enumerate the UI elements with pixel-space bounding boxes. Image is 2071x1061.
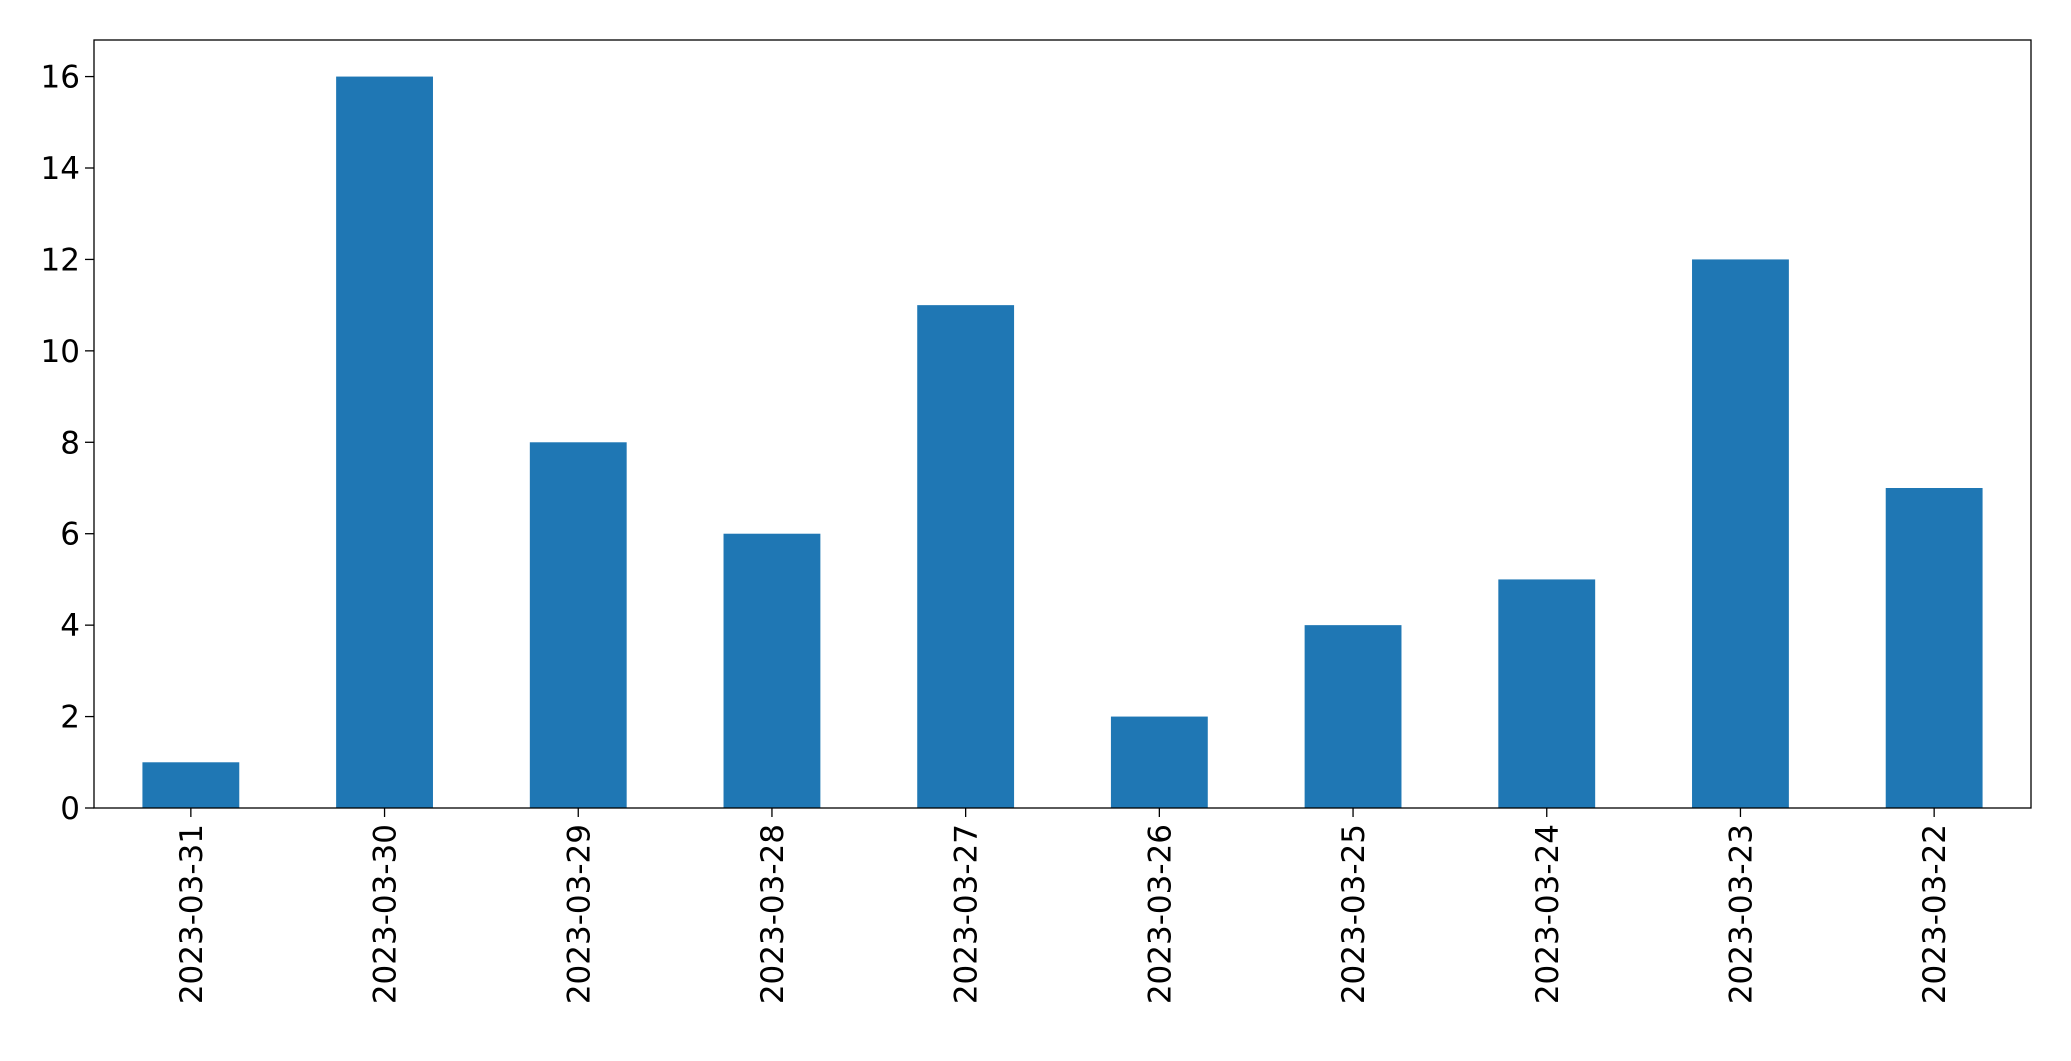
x-tick-label: 2023-03-26 — [1142, 824, 1178, 1004]
y-tick-label: 14 — [41, 151, 80, 187]
y-tick-label: 6 — [60, 517, 80, 553]
y-tick-label: 10 — [41, 334, 80, 370]
bar — [336, 76, 433, 809]
bar — [1692, 259, 1789, 808]
x-tick-label: 2023-03-27 — [949, 824, 985, 1004]
bar — [1110, 716, 1208, 808]
bar — [723, 533, 821, 808]
bar — [917, 305, 1015, 808]
x-tick-label: 2023-03-30 — [368, 824, 404, 1004]
x-tick-label: 2023-03-24 — [1530, 824, 1566, 1004]
y-tick-label: 16 — [41, 60, 80, 96]
y-tick-label: 12 — [41, 242, 80, 278]
axes-frame — [93, 39, 2032, 809]
x-tick-label: 2023-03-23 — [1723, 824, 1759, 1004]
x-tick-label: 2023-03-25 — [1336, 824, 1372, 1004]
y-tick-label: 0 — [60, 791, 80, 827]
bar — [1498, 579, 1596, 808]
y-tick-label: 8 — [60, 425, 80, 461]
bar — [1304, 625, 1402, 808]
x-tick-label: 2023-03-28 — [755, 824, 791, 1004]
bar — [142, 762, 240, 808]
x-tick-label: 2023-03-29 — [561, 824, 597, 1004]
x-tick-label: 2023-03-31 — [174, 824, 210, 1004]
bar — [529, 442, 627, 808]
x-tick-label: 2023-03-22 — [1917, 824, 1953, 1004]
y-tick-label: 2 — [60, 700, 80, 736]
y-tick-label: 4 — [60, 608, 80, 644]
bar — [1885, 488, 1983, 808]
